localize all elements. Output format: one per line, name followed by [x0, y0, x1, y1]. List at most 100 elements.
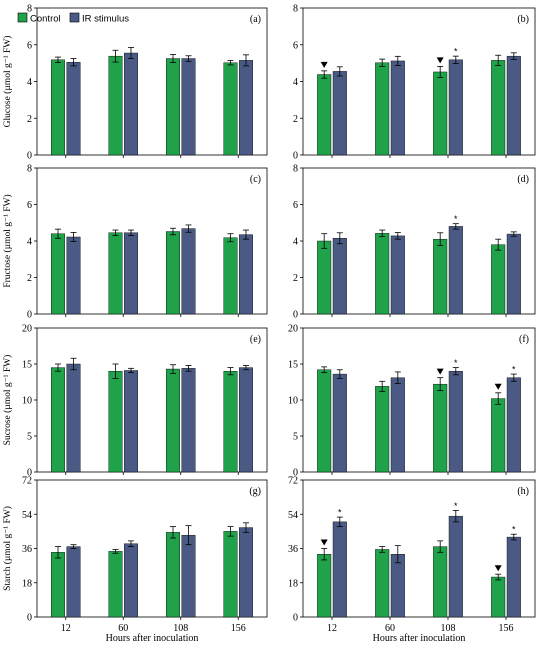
- panel-a-label: (a): [250, 14, 261, 25]
- panel-g-xtick-label-0: 12: [61, 623, 71, 634]
- panel-g-bar-control-12: [51, 552, 65, 618]
- panel-f: 0 5 10 15 20 (f) * *: [288, 324, 536, 479]
- panel-d-bar-control-156: [491, 244, 506, 315]
- panel-c-ytick-label-1: 2: [27, 273, 32, 284]
- panel-b-bar-ir-108: [448, 59, 463, 156]
- panel-h-bar-ir-156: [506, 536, 521, 618]
- panel-h-ytick-label-3: 54: [288, 510, 298, 521]
- panel-b-bar-ir-60: [390, 60, 405, 156]
- panel-b: 0 2 4 6 8 (b) *: [293, 4, 536, 162]
- panel-f-bar-control-12: [317, 369, 332, 473]
- panel-c: 0 2 4 6 8 Fructose (µmol g⁻¹ FW) (c): [2, 164, 268, 321]
- panel-d-ytick-label-4: 8: [293, 164, 298, 175]
- panel-f-bar-control-156: [491, 398, 506, 473]
- panel-e-ytick-label-2: 10: [22, 396, 32, 407]
- panel-c-ytick-label-4: 8: [27, 164, 32, 175]
- panel-d-label: (d): [517, 174, 529, 185]
- panel-c-ytick-label-0: 0: [27, 310, 32, 321]
- panel-h-bar-ir-108: [448, 515, 463, 618]
- panel-g-ylabel: Starch (µmol g⁻¹ FW): [2, 506, 13, 591]
- panel-g-bar-control-60: [108, 551, 123, 618]
- panel-h-bar-control-60: [375, 549, 390, 618]
- panel-d-ytick-label-1: 2: [293, 273, 298, 284]
- panel-b-ytick-label-1: 2: [293, 114, 298, 125]
- panel-c-label: (c): [250, 174, 261, 185]
- panel-f-triangle-108: [436, 368, 444, 375]
- panel-h-bar-ir-60: [390, 554, 405, 618]
- panel-h-star-108: *: [454, 501, 458, 511]
- panel-d-ytick-label-2: 4: [293, 237, 298, 248]
- panel-f-ytick-label-1: 5: [293, 432, 298, 443]
- panel-b-bar-ir-156: [506, 55, 521, 156]
- panel-f-ytick-label-0: 0: [293, 468, 298, 479]
- panel-e-bar-control-156: [223, 371, 238, 473]
- panel-f-ytick-label-2: 10: [288, 396, 298, 407]
- panel-f-bar-control-60: [375, 386, 390, 473]
- panel-c-bar-control-12: [51, 233, 65, 315]
- panel-c-bar-ir-156: [239, 234, 253, 315]
- panel-b-bar-control-12: [317, 74, 332, 156]
- panel-a-bar-ir-12: [66, 62, 81, 156]
- panel-f-ytick-label-4: 20: [288, 324, 298, 335]
- panel-b-bar-control-108: [433, 71, 448, 156]
- panel-b-ytick-label-3: 6: [293, 40, 298, 51]
- panel-g-ytick-label-3: 54: [22, 510, 32, 521]
- panel-h-xtick-label-3: 156: [499, 623, 514, 634]
- panel-h-bar-control-156: [491, 576, 506, 618]
- panel-h-triangle-12: [320, 539, 328, 546]
- panel-d-bar-control-12: [317, 240, 332, 315]
- panel-d: 0 2 4 6 8 (d) *: [293, 164, 536, 321]
- panel-g-bar-ir-60: [124, 543, 138, 618]
- panel-a-bar-control-108: [166, 58, 180, 156]
- panel-g-xtick-label-1: 60: [118, 623, 128, 634]
- panel-c-ylabel: Fructose (µmol g⁻¹ FW): [2, 194, 13, 287]
- panel-f-star-156: *: [512, 365, 516, 375]
- panel-b-triangle-12: [320, 61, 328, 68]
- panel-d-bar-ir-156: [506, 233, 521, 315]
- panel-f-label: (f): [519, 334, 529, 345]
- panel-f-bar-ir-60: [390, 377, 405, 473]
- panel-f-bar-ir-12: [332, 373, 347, 473]
- panel-g-ytick-label-4: 72: [22, 476, 32, 487]
- panel-a-bar-ir-156: [239, 60, 253, 156]
- panel-h-ytick-label-1: 18: [288, 578, 298, 589]
- panel-c-bar-ir-12: [66, 236, 81, 315]
- panel-a-ytick-label-2: 4: [27, 77, 32, 88]
- panel-a-bar-ir-60: [124, 52, 138, 156]
- panel-a-ylabel: Glucose (µmol g⁻¹ FW): [2, 36, 13, 128]
- panel-c-bar-control-108: [166, 231, 180, 315]
- x-axis-label-right: Hours after inoculation: [373, 633, 466, 644]
- panel-a: 0 2 4 6 8 Glucose (µmol g⁻¹ FW) (a): [2, 4, 268, 162]
- panel-a-bar-ir-108: [181, 58, 196, 156]
- panel-b-ytick-label-2: 4: [293, 77, 298, 88]
- panel-g-ytick-label-0: 0: [27, 613, 32, 624]
- panel-c-bar-ir-60: [124, 232, 138, 315]
- panel-g-bar-control-156: [223, 531, 238, 618]
- panel-b-label: (b): [517, 14, 529, 25]
- legend-label-ir: IR stimulus: [82, 14, 129, 25]
- panel-d-bar-ir-108: [448, 226, 463, 315]
- legend-swatch-ir: [69, 12, 80, 23]
- panel-g: 0 18 36 54 72 Starch (µmol g⁻¹ FW) (g) 12 60 108 1…: [2, 476, 268, 634]
- panel-c-bar-control-156: [223, 237, 238, 315]
- panel-h-label: (h): [517, 486, 529, 497]
- panel-e-bar-control-12: [51, 367, 65, 473]
- panel-a-ytick-label-3: 6: [27, 40, 32, 51]
- panel-g-bar-ir-12: [66, 546, 81, 618]
- panel-e-label: (e): [250, 334, 261, 345]
- panel-b-bar-control-60: [375, 62, 390, 156]
- panel-g-label: (g): [249, 486, 261, 497]
- panel-g-xtick-label-2: 108: [173, 623, 188, 634]
- panel-d-bar-ir-60: [390, 235, 405, 315]
- panel-e-ytick-label-1: 5: [27, 432, 32, 443]
- panel-e-bar-control-60: [108, 371, 123, 473]
- panel-c-bar-ir-108: [181, 228, 196, 315]
- panel-h-ytick-label-4: 72: [288, 476, 298, 487]
- panel-h-bar-control-12: [317, 554, 332, 618]
- legend: Control IR stimulus: [17, 12, 129, 25]
- panel-g-bar-ir-108: [181, 534, 196, 618]
- panels: 0 2 4 6 8 Glucose (µmol g⁻¹ FW) (a) 0 2 4 6 8 (b) * 0 2…: [2, 4, 536, 634]
- panel-b-bar-control-156: [491, 60, 506, 156]
- legend-swatch-control: [17, 12, 28, 23]
